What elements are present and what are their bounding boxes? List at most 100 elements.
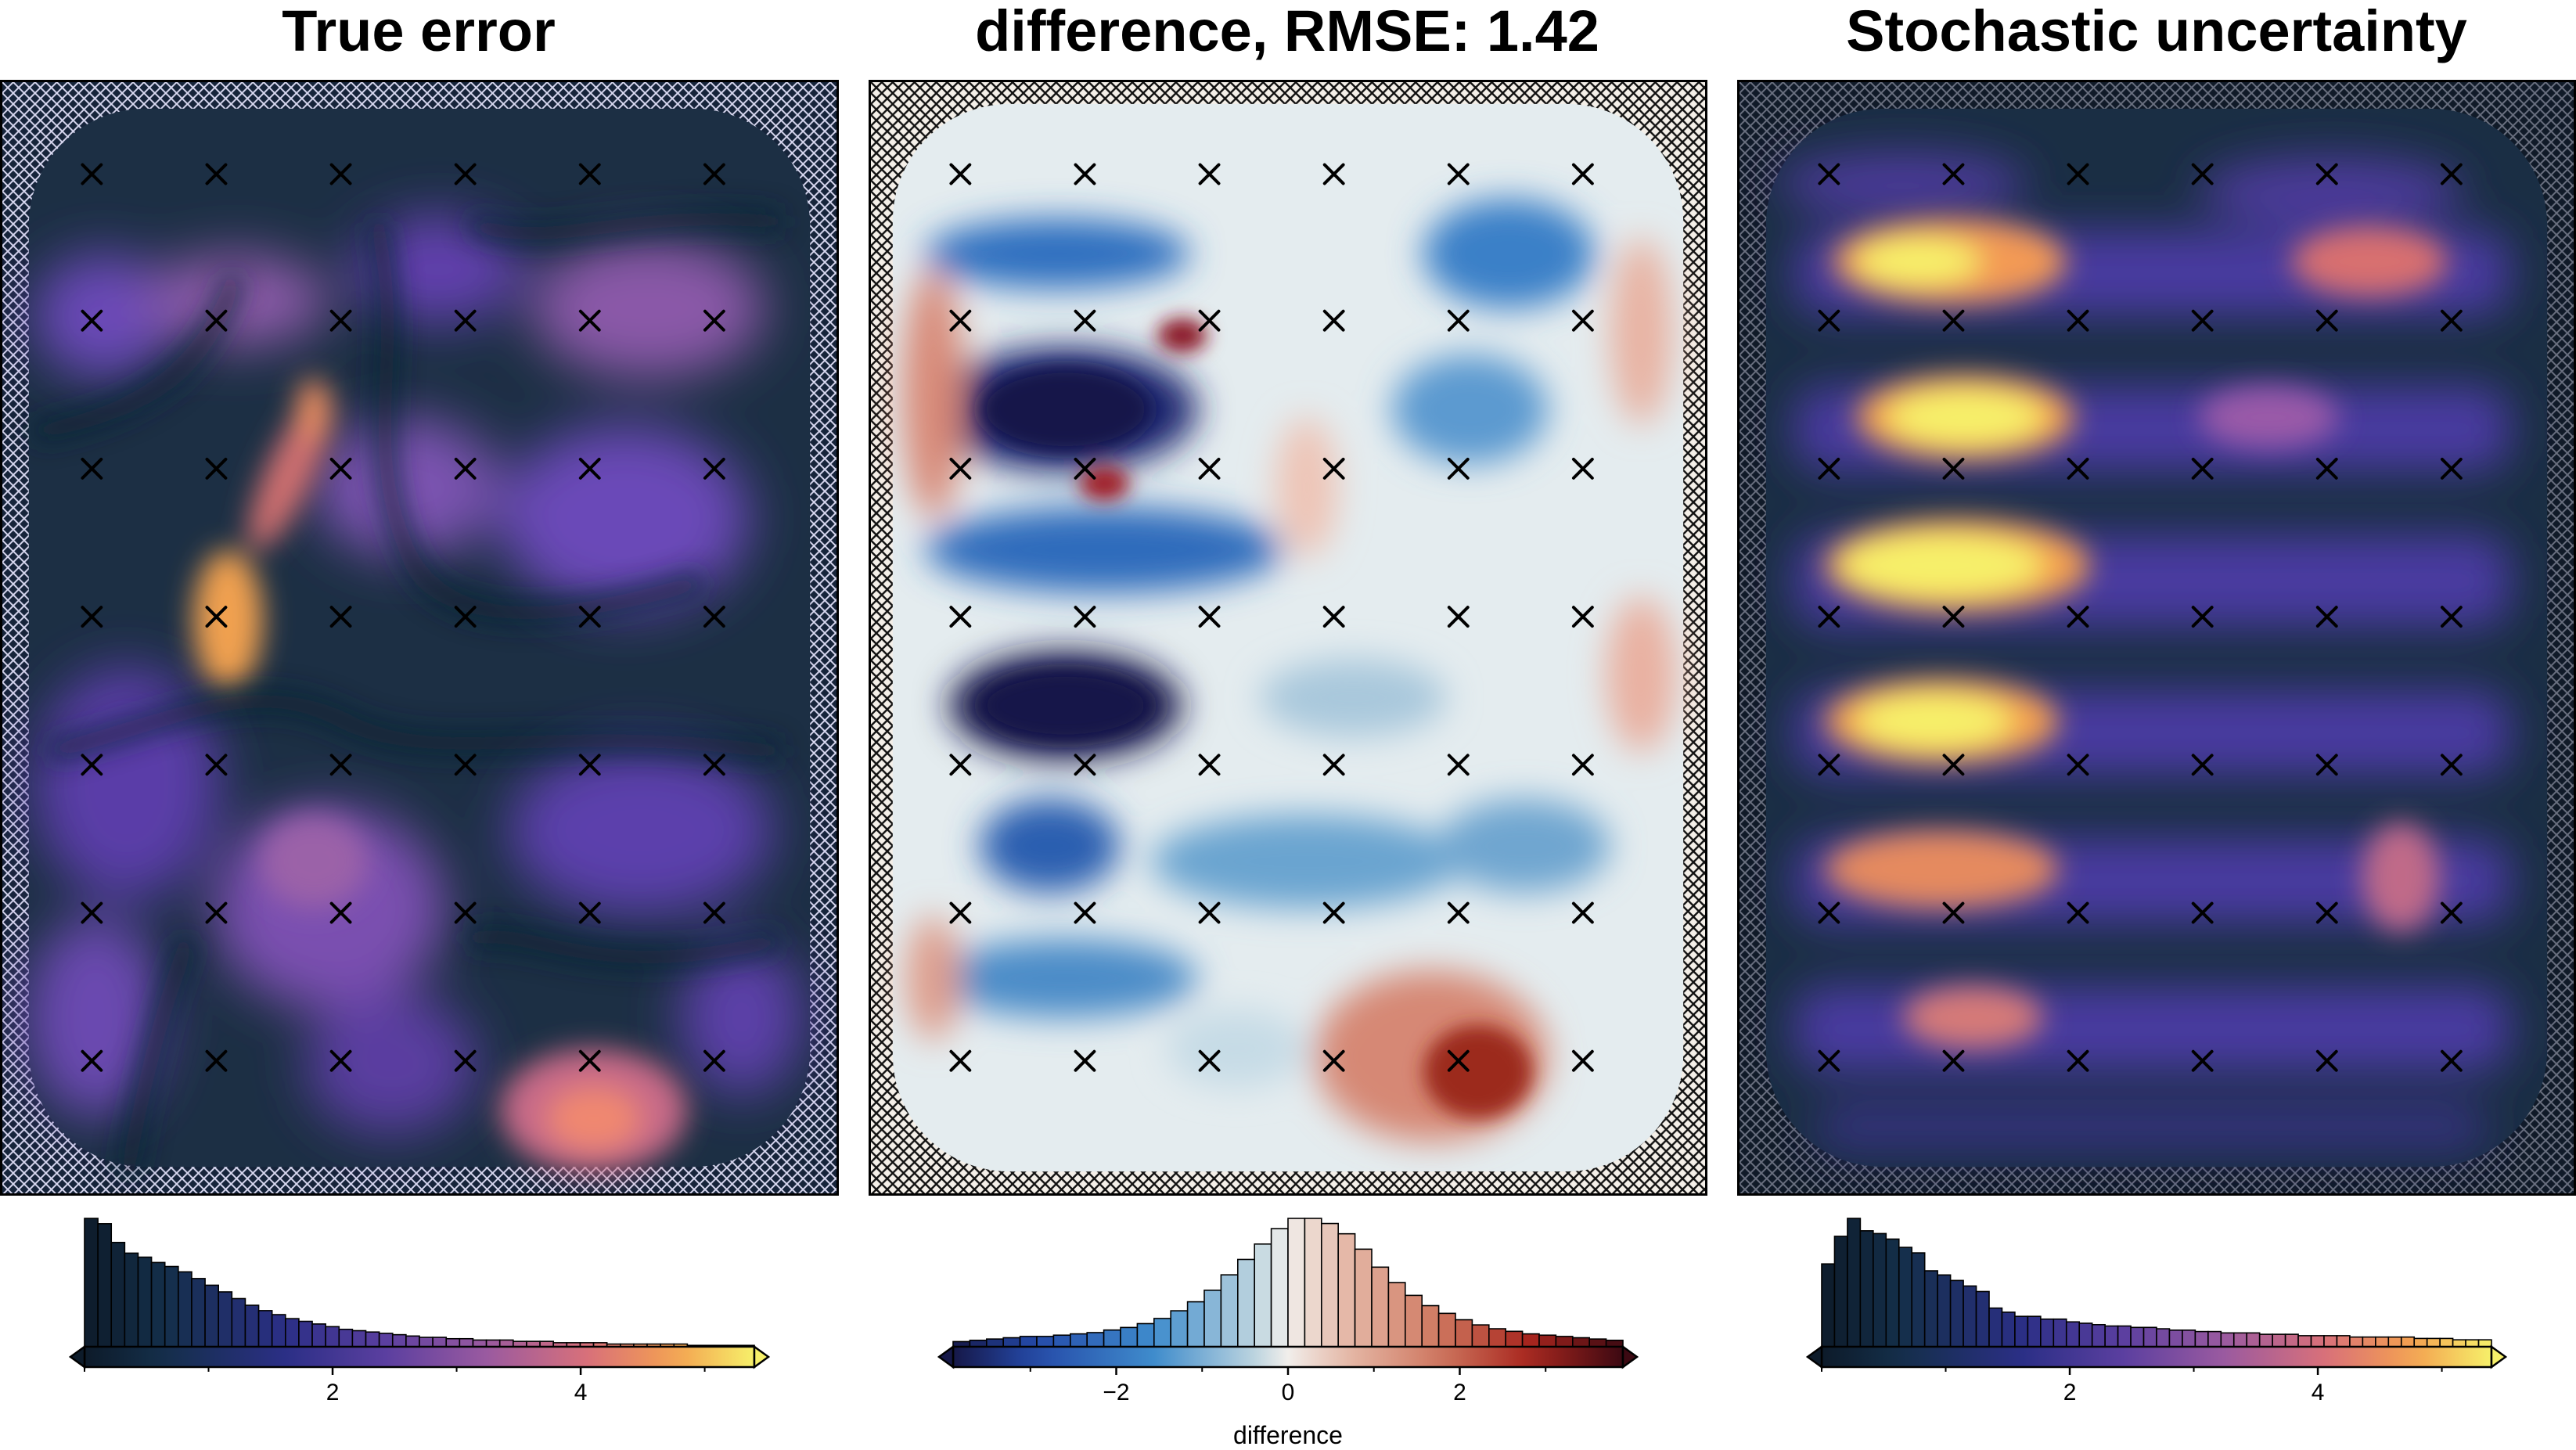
- histogram-bar: [2168, 1329, 2183, 1347]
- colorbar-max-triangle: [753, 1344, 771, 1369]
- histogram-bar: [2246, 1332, 2261, 1347]
- observation-marker: [2067, 309, 2089, 332]
- histogram-bar: [1885, 1238, 1900, 1347]
- observation-marker: [2315, 1049, 2338, 1072]
- colorbar-max-triangle: [1621, 1344, 1639, 1369]
- histogram-bar: [1170, 1310, 1189, 1347]
- observation-marker: [1942, 457, 1965, 480]
- obs-markers-difference: [949, 163, 1594, 1072]
- histogram-bar: [1186, 1301, 1205, 1347]
- observation-marker: [2315, 309, 2338, 332]
- observation-marker: [2191, 457, 2214, 480]
- observation-marker: [1074, 163, 1096, 185]
- histogram-bar: [84, 1218, 99, 1347]
- histogram-bar: [2284, 1333, 2299, 1347]
- histogram-bar: [110, 1241, 126, 1347]
- observation-marker: [949, 1049, 972, 1072]
- histogram-bar: [405, 1335, 420, 1347]
- observation-marker: [1942, 901, 1965, 924]
- histogram-bar: [1304, 1218, 1322, 1347]
- observation-marker: [2440, 457, 2463, 480]
- histogram-bar: [1937, 1274, 1952, 1347]
- observation-marker: [2440, 309, 2463, 332]
- histogram-bar: [1203, 1290, 1222, 1347]
- observation-marker: [329, 163, 352, 185]
- observation-marker: [1571, 754, 1594, 776]
- histogram-colorbar-difference: −2 0 2: [936, 1209, 1640, 1405]
- histogram-bar: [218, 1291, 233, 1347]
- colorbar-tick-label: 2: [2063, 1380, 2077, 1405]
- histogram-bar: [1136, 1322, 1155, 1347]
- histogram-bar: [2207, 1330, 2222, 1347]
- observation-marker: [2191, 309, 2214, 332]
- histogram-bar: [97, 1223, 113, 1347]
- histogram-bar: [1521, 1333, 1540, 1347]
- observation-marker: [703, 754, 725, 776]
- map-difference: [869, 80, 1707, 1196]
- histogram-bar: [204, 1284, 220, 1347]
- observation-marker: [1074, 754, 1096, 776]
- observation-marker: [1571, 309, 1594, 332]
- observation-marker: [81, 309, 103, 332]
- colorbar-tick-label: 2: [326, 1380, 340, 1405]
- histogram-bar: [1571, 1337, 1590, 1347]
- observation-marker: [1818, 606, 1840, 628]
- observation-marker: [81, 1049, 103, 1072]
- histogram-bar: [2477, 1339, 2492, 1347]
- colorbar-min-triangle: [68, 1344, 86, 1369]
- histogram-bar: [1821, 1263, 1836, 1347]
- observation-marker: [81, 754, 103, 776]
- observation-marker: [329, 754, 352, 776]
- histogram-bar: [1153, 1318, 1171, 1347]
- histogram-bar: [325, 1326, 340, 1347]
- histogram-bar: [1975, 1290, 1990, 1347]
- observation-marker: [2440, 163, 2463, 185]
- histogram-bar: [1070, 1333, 1088, 1347]
- observation-marker: [2315, 457, 2338, 480]
- histogram-bar: [1898, 1247, 1913, 1347]
- colorbar: [952, 1345, 1624, 1369]
- title-true-error: True error: [282, 0, 556, 63]
- histogram-bar: [1270, 1228, 1289, 1347]
- observation-marker: [1074, 901, 1096, 924]
- observation-marker: [1447, 163, 1470, 185]
- map-true-error: [0, 80, 839, 1196]
- observation-marker: [1322, 309, 1345, 332]
- histogram-bar: [1923, 1270, 1938, 1347]
- observation-marker: [949, 457, 972, 480]
- histogram-bar: [351, 1329, 367, 1347]
- histogram-bar: [2452, 1339, 2466, 1347]
- observation-marker: [578, 606, 601, 628]
- observation-marker: [578, 1049, 601, 1072]
- observation-marker: [703, 901, 725, 924]
- histogram-bar: [1988, 1307, 2003, 1347]
- observation-marker: [205, 163, 228, 185]
- histogram-bar: [1387, 1282, 1406, 1347]
- histogram-bar: [1873, 1232, 1887, 1347]
- observation-marker: [949, 754, 972, 776]
- observation-marker: [1322, 163, 1345, 185]
- observation-marker: [1198, 163, 1221, 185]
- observation-marker: [81, 606, 103, 628]
- observation-marker: [2067, 606, 2089, 628]
- histogram-bar: [1254, 1243, 1272, 1347]
- histogram-bar: [1859, 1230, 1874, 1347]
- histogram-bar: [1354, 1248, 1373, 1347]
- observation-marker: [2067, 163, 2089, 185]
- histogram-bar: [1911, 1252, 1926, 1347]
- observation-marker: [1074, 606, 1096, 628]
- observation-marker: [2315, 754, 2338, 776]
- observation-marker: [205, 754, 228, 776]
- histogram-bar: [498, 1339, 514, 1347]
- observation-marker: [1447, 754, 1470, 776]
- histogram-bar: [1287, 1218, 1306, 1347]
- histogram-bar: [1404, 1294, 1423, 1347]
- histogram-bar: [1437, 1312, 1456, 1347]
- observation-marker: [1942, 1049, 1965, 1072]
- observation-marker: [578, 457, 601, 480]
- histogram-bar: [1847, 1218, 1862, 1347]
- histogram-bar: [271, 1314, 286, 1347]
